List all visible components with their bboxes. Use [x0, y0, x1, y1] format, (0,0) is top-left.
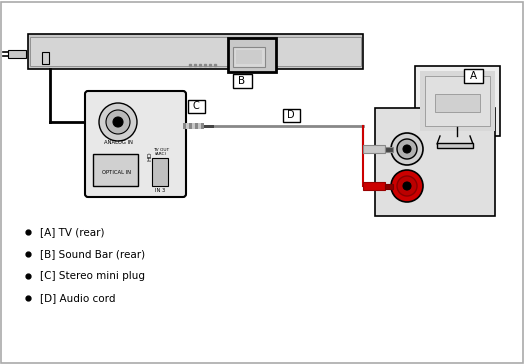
FancyBboxPatch shape: [187, 99, 205, 112]
Text: [D] Audio cord: [D] Audio cord: [40, 293, 116, 303]
Bar: [236, 50, 262, 64]
Bar: [228, 38, 276, 72]
Bar: [385, 146, 393, 151]
Bar: [42, 52, 49, 64]
Bar: [198, 123, 201, 129]
Circle shape: [391, 170, 423, 202]
Bar: [385, 183, 393, 189]
Bar: [152, 158, 168, 186]
Circle shape: [403, 182, 411, 190]
FancyBboxPatch shape: [85, 91, 186, 197]
Bar: [420, 71, 495, 131]
FancyBboxPatch shape: [464, 68, 482, 83]
Text: C: C: [193, 101, 200, 111]
Bar: [233, 47, 265, 67]
Bar: [363, 145, 385, 153]
Circle shape: [99, 103, 137, 141]
Bar: [192, 123, 195, 129]
Bar: [363, 182, 385, 190]
Text: A: A: [469, 71, 477, 81]
Circle shape: [397, 139, 417, 159]
Text: B: B: [238, 76, 246, 86]
FancyBboxPatch shape: [282, 108, 299, 122]
Bar: [30, 37, 361, 66]
Text: IN 3: IN 3: [155, 187, 165, 193]
Text: [A] TV (rear): [A] TV (rear): [40, 227, 104, 237]
Bar: [195, 123, 198, 129]
Bar: [415, 66, 500, 136]
Bar: [93, 154, 138, 186]
Bar: [375, 108, 495, 216]
Circle shape: [391, 133, 423, 165]
Bar: [425, 76, 490, 126]
Circle shape: [113, 117, 123, 127]
Bar: [204, 124, 214, 127]
Circle shape: [397, 176, 417, 196]
Text: [B] Sound Bar (rear): [B] Sound Bar (rear): [40, 249, 145, 259]
Bar: [437, 143, 473, 148]
Circle shape: [106, 110, 130, 134]
Bar: [88, 94, 183, 194]
Circle shape: [403, 145, 411, 153]
Text: [C] Stereo mini plug: [C] Stereo mini plug: [40, 271, 145, 281]
Text: D: D: [287, 110, 295, 120]
Text: OPTICAL IN: OPTICAL IN: [101, 170, 131, 174]
Bar: [186, 123, 189, 129]
Text: HD: HD: [148, 151, 152, 161]
Text: TV OUT
(ARC): TV OUT (ARC): [153, 148, 169, 156]
Text: ANALOG IN: ANALOG IN: [103, 139, 132, 145]
Bar: [435, 94, 480, 112]
Bar: [183, 123, 186, 129]
Bar: [8, 50, 26, 58]
Bar: [189, 123, 192, 129]
FancyBboxPatch shape: [233, 74, 251, 87]
Bar: [201, 123, 204, 129]
Bar: [28, 34, 363, 69]
